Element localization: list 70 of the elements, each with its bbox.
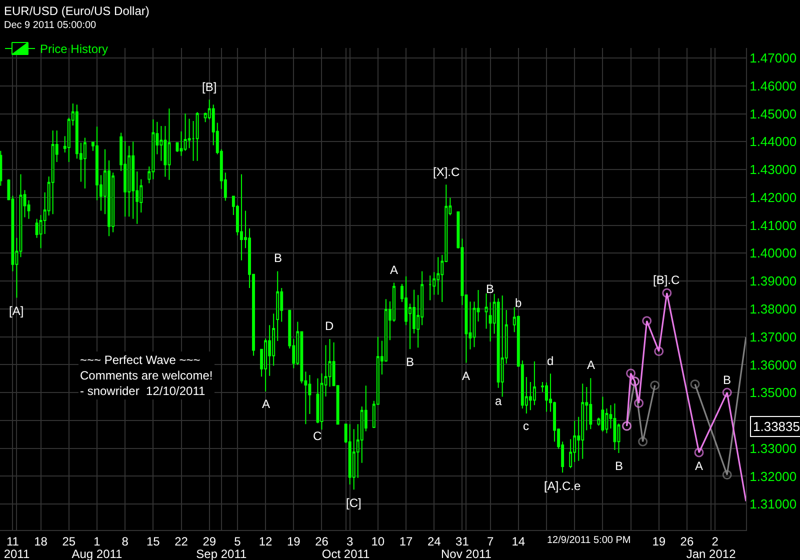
chart-subtitle: Dec 9 2011 05:00:00 [4, 20, 97, 31]
y-tick-label: 1.37000 [750, 329, 797, 344]
annotation: D [325, 319, 334, 333]
annotation: B [486, 282, 494, 296]
x-tick-label: 11 [6, 534, 20, 548]
annotation: C [313, 429, 322, 443]
y-tick-label: 1.40000 [750, 246, 797, 261]
x2-tick-label: Oct 2011 [322, 547, 370, 560]
x-tick-label: 24 [427, 534, 442, 548]
x-tick-label: 3 [346, 534, 354, 548]
chart-title: EUR/USD (Euro/US Dollar) [4, 4, 150, 18]
annotation: [B] [202, 80, 217, 94]
x-tick-label: 31 [456, 534, 470, 548]
y-tick-label: 1.47000 [750, 50, 797, 66]
annotation: ~~~ Perfect Wave ~~~ Comments are welcome! - snowrider 12/10/2011 [80, 353, 213, 398]
annotation: b [515, 296, 522, 310]
x-tick-label: 8 [122, 534, 129, 548]
text: 1.33835 [753, 419, 800, 434]
y-tick-label: 1.35000 [750, 385, 797, 400]
x2-tick-label: Jan 2012 [686, 547, 736, 560]
y-tick-label: 1.33000 [750, 440, 797, 456]
y-tick-label: 1.45000 [750, 106, 797, 122]
x-tick-label: 1 [94, 534, 101, 548]
x-tick-label: 19 [652, 534, 666, 548]
x-tick-label: 10 [371, 534, 385, 548]
annotation: B [615, 459, 624, 473]
y-tick-label: 1.43000 [750, 162, 797, 178]
y-tick-label: 1.31000 [750, 496, 797, 512]
annotation: c [523, 419, 529, 433]
x-tick-label: 22 [174, 534, 188, 548]
x-tick-label: 18 [34, 534, 48, 548]
annotation: A [587, 358, 596, 372]
y-tick-label: 1.39000 [750, 274, 797, 289]
annotation: [B].C [653, 273, 680, 287]
x-tick-label: 5 [234, 534, 242, 548]
x-tick-label: 15 [146, 534, 160, 548]
x-tick-label: 2 [712, 534, 719, 548]
y-tick-label: 1.41000 [750, 218, 797, 233]
annotation: [X].C [433, 165, 460, 179]
annotation: A [262, 397, 270, 411]
annotation: [A] [9, 304, 24, 318]
x2-tick-label: Nov 2011 [440, 547, 492, 560]
y-tick-label: 1.44000 [750, 134, 797, 150]
annotation: B [274, 251, 282, 265]
x2-tick-label: 2011 [4, 547, 30, 560]
annotation: A [390, 263, 398, 277]
x-tick-label: 26 [680, 534, 694, 548]
annotation: B [723, 373, 732, 387]
x-tick-label: 25 [62, 534, 76, 548]
x-tick-label: 7 [486, 534, 494, 548]
y-tick-label: 1.38000 [750, 301, 797, 316]
x-tick-label: 17 [399, 534, 414, 548]
x-tick-label: 14 [512, 534, 526, 548]
x-tick-label: 19 [286, 534, 301, 548]
annotation: A [462, 369, 470, 383]
annotation: a [495, 394, 502, 408]
annotation: d [547, 354, 554, 368]
x-tick-label: 29 [202, 534, 216, 548]
y-tick-label: 1.42000 [750, 190, 797, 205]
annotation: A [695, 459, 704, 473]
text: 12/9/2011 5:00 PM [547, 535, 631, 546]
x-tick-label: 26 [315, 534, 329, 548]
annotation: [A].C.e [544, 479, 582, 493]
y-tick-label: 1.46000 [750, 78, 797, 94]
annotation: [C] [346, 496, 362, 510]
legend-label: Price History [40, 42, 108, 56]
x-tick-label: 12 [258, 534, 273, 548]
y-tick-label: 1.36000 [750, 357, 797, 372]
y-tick-label: 1.32000 [750, 468, 797, 484]
annotation: B [406, 355, 414, 369]
